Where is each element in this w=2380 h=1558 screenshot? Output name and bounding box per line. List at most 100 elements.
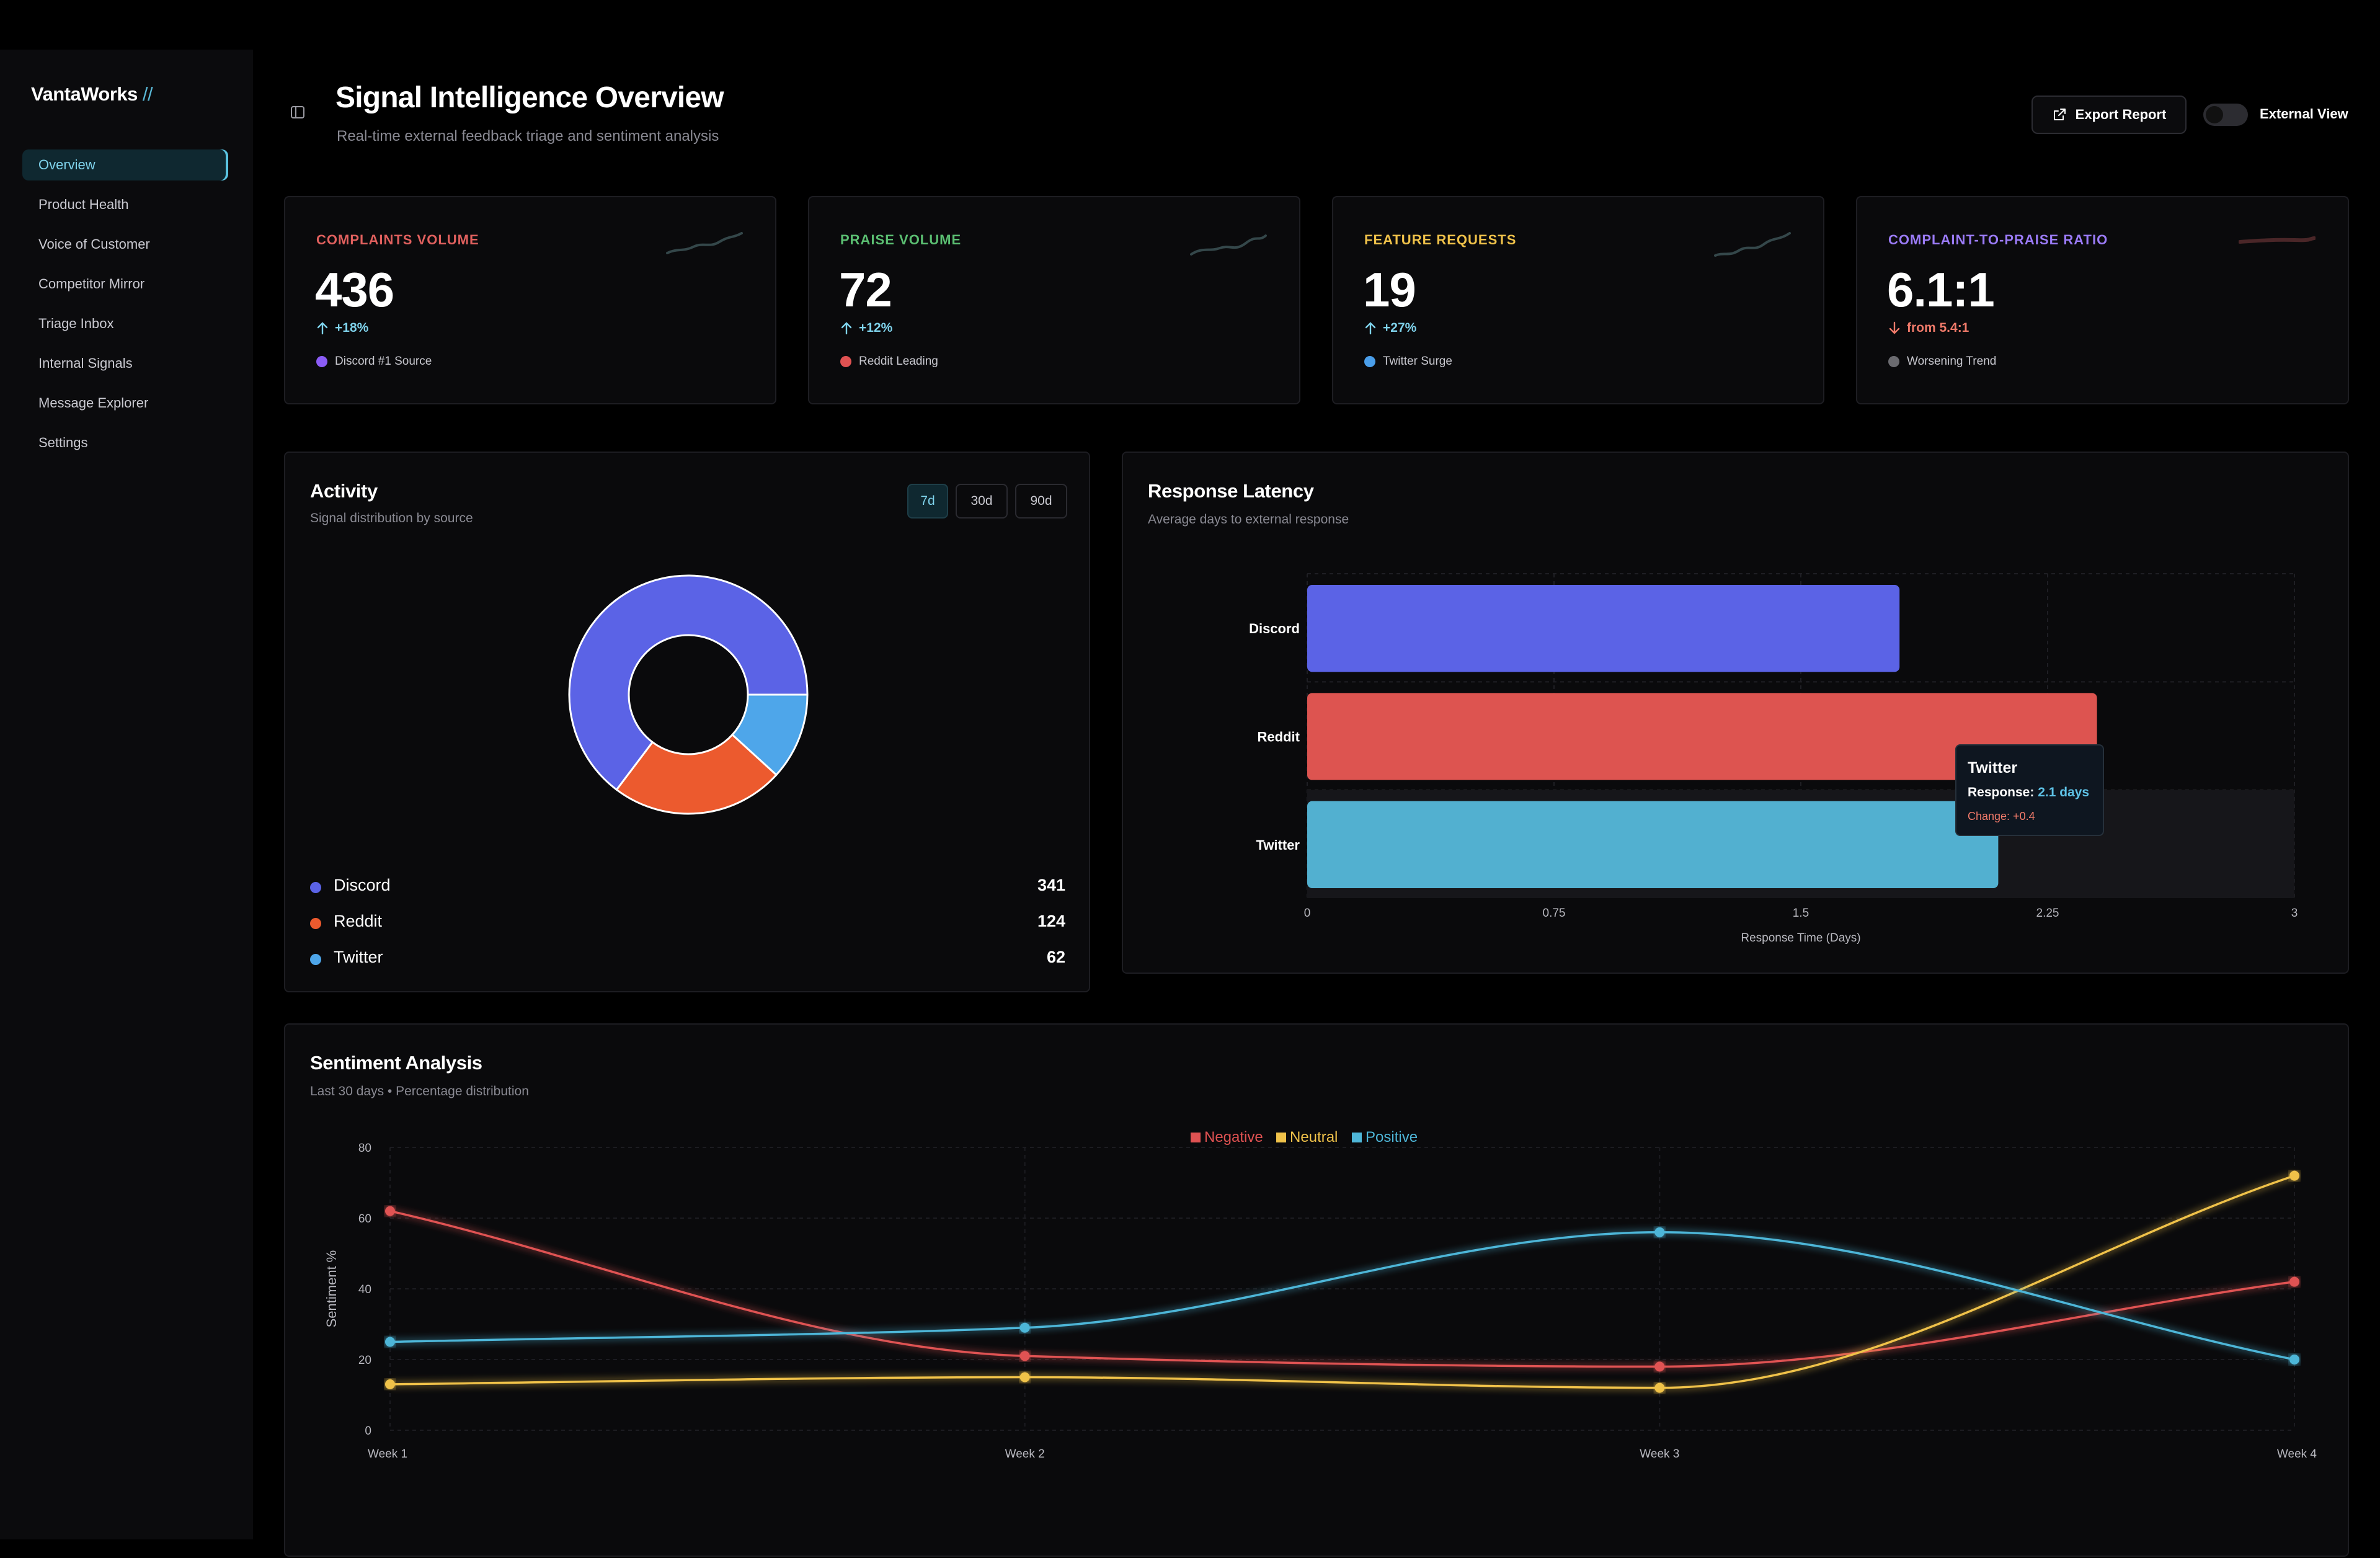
sidebar-item-overview[interactable]: Overview — [22, 149, 228, 180]
series-line-positive — [389, 1231, 2295, 1361]
logo-mark: // — [142, 83, 153, 105]
range-7d-button[interactable]: 7d — [907, 484, 948, 519]
donut-slice-reddit[interactable] — [615, 733, 778, 815]
legend-neutral[interactable]: Neutral — [1290, 1129, 1338, 1146]
kpi-delta-text: +12% — [859, 321, 893, 335]
kpi-footnote: Worsening Trend — [1888, 355, 1996, 368]
kpi-delta-text: from 5.4:1 — [1907, 321, 1969, 335]
latency-bar-chart: 0 0.75 1.5 2.25 3 Discord Reddit Twitter Respons… — [1249, 573, 2298, 945]
kpi-value: 19 — [1363, 262, 1416, 317]
kpi-value: 6.1:1 — [1887, 262, 1995, 317]
sidebar-item-product-health[interactable]: Product Health — [38, 197, 129, 212]
data-point-negative[interactable] — [2289, 1276, 2299, 1287]
legend-twitter: Twitter 62 — [310, 946, 1065, 971]
kpi-footnote-text: Reddit Leading — [859, 355, 938, 368]
page-title: Signal Intelligence Overview — [335, 81, 724, 114]
data-point-negative[interactable] — [1654, 1361, 1665, 1372]
x-tick-label: Week 1 — [368, 1448, 407, 1461]
sidebar-item-competitor-mirror[interactable]: Competitor Mirror — [38, 276, 145, 292]
legend-positive[interactable]: Positive — [1365, 1129, 1418, 1146]
sidebar-item-message-explorer[interactable]: Message Explorer — [38, 395, 149, 411]
series-line-neutral — [389, 1174, 2295, 1389]
kpi-delta: +12% — [840, 321, 892, 336]
sentiment-subtitle: Last 30 days • Percentage distribution — [310, 1084, 529, 1098]
kpi-label: COMPLAINT-TO-PRAISE RATIO — [1888, 232, 2108, 247]
legend-swatch — [1191, 1133, 1201, 1142]
kpi-value: 436 — [315, 262, 394, 317]
y-tick-label: 0 — [365, 1425, 371, 1438]
legend-value: 62 — [1046, 948, 1065, 966]
y-tick-label: Discord — [1249, 621, 1300, 636]
kpi-delta: from 5.4:1 — [1888, 321, 1969, 336]
tooltip-response-label: Response: — [1968, 785, 2035, 799]
data-point-positive[interactable] — [385, 1337, 395, 1347]
data-point-positive[interactable] — [2289, 1355, 2299, 1364]
sidebar-item-triage-inbox[interactable]: Triage Inbox — [38, 316, 114, 331]
kpi-footnote-text: Worsening Trend — [1907, 355, 1997, 368]
bar-twitter[interactable] — [1307, 801, 1999, 888]
sidebar-item-voice-of-customer[interactable]: Voice of Customer — [38, 236, 150, 252]
kpi-label: FEATURE REQUESTS — [1364, 232, 1517, 247]
legend-name: Discord — [334, 876, 391, 894]
bar-reddit[interactable] — [1307, 693, 2097, 780]
kpi-delta-text: +27% — [1383, 321, 1417, 335]
legend-negative[interactable]: Negative — [1204, 1129, 1263, 1146]
data-point-neutral[interactable] — [2289, 1170, 2299, 1181]
bar-discord[interactable] — [1307, 585, 1900, 672]
tooltip-title: Twitter — [1968, 759, 2018, 777]
kpi-delta: +27% — [1364, 321, 1416, 336]
activity-donut-chart — [568, 574, 809, 815]
legend-reddit: Reddit 124 — [310, 910, 1065, 935]
y-tick-label: Twitter — [1256, 837, 1300, 853]
y-tick-label: 80 — [358, 1142, 371, 1155]
sparkline — [2239, 236, 2316, 244]
y-tick-label: 40 — [358, 1283, 371, 1296]
donut-slice-discord[interactable] — [568, 574, 809, 791]
kpi-footnote-text: Discord #1 Source — [335, 355, 432, 368]
page-subtitle: Real-time external feedback triage and s… — [337, 128, 719, 145]
range-30d-button[interactable]: 30d — [956, 484, 1008, 519]
legend-value: 341 — [1037, 876, 1065, 894]
data-point-negative[interactable] — [385, 1206, 395, 1216]
kpi-card-feature-requests: FEATURE REQUESTS 19 +27% Twitter Surge — [1332, 196, 1824, 404]
sentiment-panel: Sentiment Analysis Last 30 days • Percen… — [284, 1023, 2349, 1557]
arrow-down-icon — [1889, 321, 1900, 334]
external-view-label: External View — [2260, 106, 2348, 122]
kpi-delta: +18% — [316, 321, 368, 336]
range-90d-button[interactable]: 90d — [1015, 484, 1067, 519]
data-point-negative[interactable] — [1019, 1351, 1030, 1361]
data-point-neutral[interactable] — [385, 1379, 395, 1389]
kpi-card-praise: PRAISE VOLUME 72 +12% Reddit Leading — [808, 196, 1300, 404]
y-tick-label: Reddit — [1258, 729, 1300, 745]
activity-subtitle: Signal distribution by source — [310, 511, 473, 525]
latency-panel: Response Latency Average days to externa… — [1122, 452, 2349, 974]
kpi-footnote: Twitter Surge — [1364, 355, 1452, 368]
sidebar-item-internal-signals[interactable]: Internal Signals — [38, 355, 133, 371]
x-tick-label: Week 2 — [1005, 1448, 1045, 1461]
source-dot — [1888, 356, 1899, 367]
y-tick-label: 60 — [358, 1213, 371, 1226]
activity-title: Activity — [310, 480, 378, 502]
data-point-positive[interactable] — [1019, 1322, 1030, 1333]
sidebar-item-settings[interactable]: Settings — [38, 435, 88, 450]
sidebar — [0, 50, 253, 1539]
external-view-toggle[interactable] — [2203, 104, 2248, 126]
x-axis-label: Response Time (Days) — [1741, 932, 1860, 945]
data-point-neutral[interactable] — [1019, 1372, 1030, 1382]
data-point-positive[interactable] — [1654, 1227, 1665, 1237]
logo-text: VantaWorks — [31, 83, 138, 105]
sparkline — [666, 232, 743, 254]
toggle-knob — [2206, 106, 2223, 123]
y-axis-label: Sentiment % — [324, 1250, 339, 1328]
kpi-label: COMPLAINTS VOLUME — [316, 232, 479, 247]
tooltip-change: Change: +0.4 — [1968, 810, 2035, 822]
x-tick-label: 0.75 — [1543, 907, 1566, 920]
legend-dot — [310, 918, 321, 929]
legend-discord: Discord 341 — [310, 875, 1065, 899]
export-report-button[interactable]: Export Report — [2031, 96, 2187, 134]
data-point-neutral[interactable] — [1654, 1382, 1665, 1393]
sidebar-toggle-icon[interactable] — [290, 105, 305, 119]
kpi-footnote-text: Twitter Surge — [1383, 355, 1452, 368]
app-logo[interactable]: VantaWorks// — [31, 83, 153, 105]
sentiment-line-chart: 0 20 40 60 80 Week 1 Week 2 Week 3 Week 4 Sentime… — [324, 1129, 2317, 1461]
